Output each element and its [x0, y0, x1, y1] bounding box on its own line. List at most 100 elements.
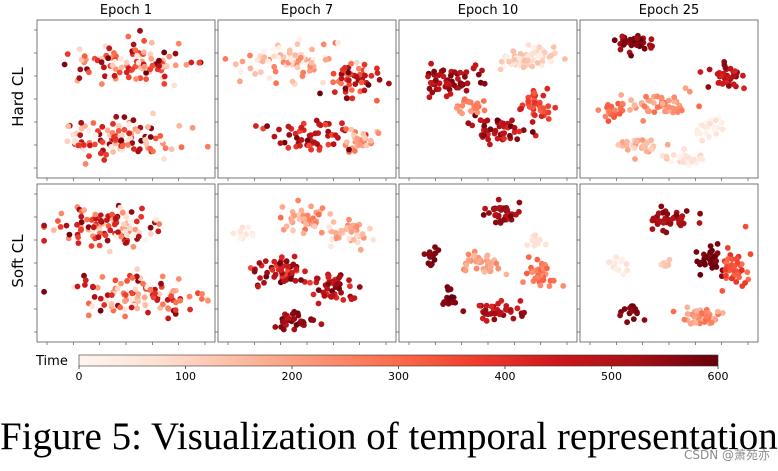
scatter-point [277, 140, 284, 147]
scatter-point [486, 259, 493, 266]
scatter-point [615, 100, 622, 107]
scatter-point [633, 42, 640, 48]
scatter-point [524, 57, 531, 64]
scatter-point [345, 77, 352, 84]
scatter-point [272, 324, 279, 330]
scatter-point [697, 210, 703, 217]
scatter-point [488, 310, 494, 317]
scatter-point [99, 123, 106, 130]
scatter-point [471, 252, 478, 259]
scatter-point [458, 81, 464, 88]
scatter-point [183, 61, 190, 68]
column-title-epoch-25: Epoch 25 [639, 3, 699, 18]
scatter-point [157, 133, 164, 139]
scatter-point [654, 93, 661, 100]
scatter-point [118, 280, 124, 287]
scatter-point [507, 307, 514, 313]
scatter-point [531, 112, 538, 119]
panel-soft-cl-epoch-10 [396, 183, 578, 345]
scatter-point [286, 47, 293, 54]
scatter-point [642, 143, 648, 150]
scatter-point [375, 130, 382, 137]
scatter-point [302, 268, 308, 275]
scatter-point [616, 110, 623, 117]
scatter-point [463, 87, 470, 94]
scatter-point [261, 48, 268, 54]
scatter-point [694, 258, 701, 265]
scatter-point [291, 316, 298, 322]
scatter-point [130, 117, 137, 124]
scatter-point [269, 266, 276, 273]
scatter-point [363, 142, 370, 149]
scatter-point [101, 302, 108, 308]
scatter-point [107, 227, 114, 234]
scatter-point [719, 126, 726, 133]
scatter-point [97, 212, 104, 219]
scatter-point [628, 52, 634, 59]
scatter-point [356, 284, 363, 290]
scatter-point [431, 68, 437, 75]
scatter-point [291, 212, 298, 219]
scatter-point [103, 151, 109, 158]
scatter-point [682, 85, 689, 92]
scatter-point [431, 256, 438, 263]
scatter-point [338, 75, 345, 82]
scatter-point [141, 63, 148, 70]
scatter-point [270, 45, 277, 52]
scatter-point [111, 221, 118, 228]
scatter-point [605, 118, 612, 124]
scatter-point [342, 85, 349, 92]
scatter-point [725, 74, 732, 81]
scatter-point [498, 58, 505, 65]
scatter-point [728, 275, 735, 282]
scatter-point [137, 27, 143, 34]
scatter-point [78, 219, 85, 226]
scatter-point [92, 141, 98, 148]
scatter-point [511, 129, 518, 136]
scatter-point [81, 142, 87, 148]
colorbar [78, 354, 719, 367]
scatter-point [134, 52, 141, 59]
scatter-point [632, 306, 639, 312]
scatter-point [491, 316, 498, 323]
scatter-point [296, 216, 303, 223]
scatter-point [741, 85, 747, 92]
scatter-point [692, 319, 699, 326]
scatter-point [161, 49, 168, 56]
scatter-point [110, 121, 116, 127]
scatter-point [548, 52, 554, 59]
scatter-point [362, 72, 368, 79]
scatter-point [50, 227, 57, 234]
scatter-point [130, 243, 137, 250]
scatter-point [370, 237, 377, 243]
scatter-point [623, 261, 630, 267]
scatter-point [271, 258, 278, 265]
scatter-point [306, 68, 313, 74]
scatter-point [122, 298, 128, 305]
scatter-point [707, 249, 714, 256]
scatter-point [136, 146, 143, 153]
scatter-point [295, 57, 302, 64]
scatter-point [276, 45, 282, 52]
scatter-point [134, 266, 141, 272]
scatter-point [123, 214, 130, 220]
scatter-point [222, 56, 229, 62]
scatter-point [347, 283, 353, 290]
scatter-point [539, 277, 546, 284]
scatter-point [707, 243, 714, 250]
scatter-point [697, 271, 704, 278]
scatter-point [273, 80, 279, 87]
scatter-point [681, 146, 687, 152]
scatter-point [293, 266, 300, 272]
scatter-point [507, 132, 513, 139]
scatter-point [479, 315, 486, 322]
scatter-point [161, 73, 168, 80]
scatter-point [619, 256, 625, 263]
scatter-point [473, 265, 480, 272]
scatter-point [455, 75, 461, 82]
scatter-point [641, 317, 648, 323]
scatter-point [281, 139, 288, 146]
scatter-point [63, 222, 70, 229]
scatter-point [90, 120, 97, 126]
scatter-point [529, 63, 536, 70]
